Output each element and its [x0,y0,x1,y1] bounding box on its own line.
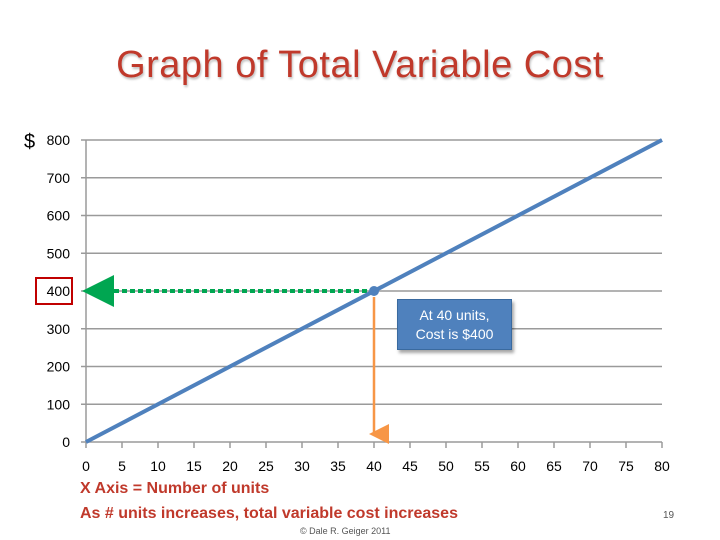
y-tick-label: 500 [47,245,71,261]
y-tick-label: 700 [47,170,71,186]
callout-line-1: At 40 units, [419,307,490,323]
x-tick-label: 65 [546,458,562,474]
copyright-notice: © Dale R. Geiger 2011 [300,526,391,536]
x-tick-label: 70 [582,458,598,474]
page-number: 19 [663,510,675,521]
caption-x-axis: X Axis = Number of units [80,480,270,497]
x-tick-label: 75 [618,458,634,474]
x-axis-ticks: 0 5 10 15 20 25 30 35 40 45 50 55 60 65 70 75 80 [82,442,670,474]
y-tick-label: 200 [47,359,71,375]
x-tick-label: 35 [330,458,346,474]
y-unit-label: $ [24,131,35,153]
highlight-point [369,286,379,296]
y-tick-label: 600 [47,208,71,224]
y-tick-highlight-box [35,277,73,305]
x-tick-label: 30 [294,458,310,474]
slide-title: Graph of Total Variable Cost [116,44,604,86]
caption-summary: As # units increases, total variable cos… [80,505,458,522]
x-tick-label: 60 [510,458,526,474]
x-tick-label: 20 [222,458,238,474]
x-tick-label: 5 [118,458,126,474]
y-tick-label: 0 [62,434,70,450]
x-tick-label: 15 [186,458,202,474]
x-tick-label: 40 [366,458,382,474]
y-axis-ticks: 0 100 200 300 400 500 600 700 800 [47,132,71,450]
x-tick-label: 80 [654,458,670,474]
x-tick-label: 10 [150,458,166,474]
x-tick-label: 55 [474,458,490,474]
y-tick-label: 400 [47,283,71,299]
x-tick-label: 50 [438,458,454,474]
x-tick-label: 25 [258,458,274,474]
callout-line-2: Cost is $400 [415,326,494,342]
callout-box: At 40 units, Cost is $400 [397,299,512,350]
y-tick-label: 300 [47,321,71,337]
x-tick-label: 0 [82,458,90,474]
y-tick-label: 100 [47,396,71,412]
y-tick-label: 800 [47,132,71,148]
x-tick-label: 45 [402,458,418,474]
